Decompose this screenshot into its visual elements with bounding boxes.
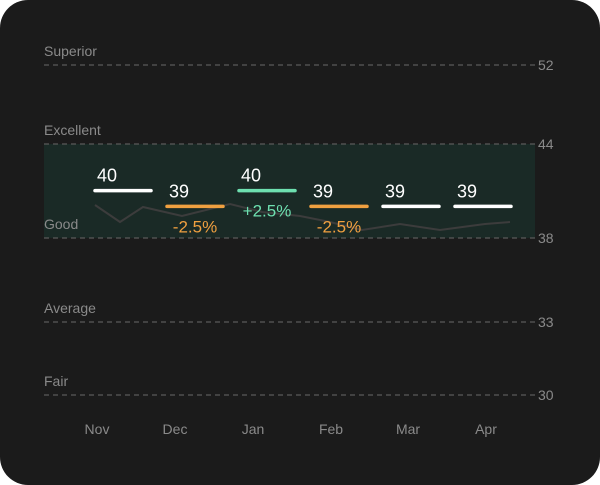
band-label-superior: Superior xyxy=(44,43,97,59)
band-value-good: 38 xyxy=(538,230,554,246)
value-label-dec: 39 xyxy=(169,181,189,201)
band-value-superior: 52 xyxy=(538,57,554,73)
band-label-good: Good xyxy=(44,216,78,232)
band-value-fair: 30 xyxy=(538,387,554,403)
change-label-feb: -2.5% xyxy=(317,217,361,236)
value-label-jan: 40 xyxy=(241,166,261,186)
value-label-feb: 39 xyxy=(313,181,333,201)
change-label-dec: -2.5% xyxy=(173,217,217,236)
x-tick-nov: Nov xyxy=(85,421,110,437)
x-tick-dec: Dec xyxy=(163,421,188,437)
value-label-mar: 39 xyxy=(385,181,405,201)
trend-line xyxy=(94,202,511,232)
band-label-average: Average xyxy=(44,300,96,316)
value-label-nov: 40 xyxy=(97,166,117,186)
x-tick-apr: Apr xyxy=(475,421,497,437)
value-label-apr: 39 xyxy=(457,181,477,201)
band-value-average: 33 xyxy=(538,314,554,330)
band-label-excellent: Excellent xyxy=(44,122,101,138)
band-label-fair: Fair xyxy=(44,373,68,389)
change-label-jan: +2.5% xyxy=(243,202,292,221)
x-tick-mar: Mar xyxy=(396,421,420,437)
x-tick-jan: Jan xyxy=(242,421,265,437)
band-value-excellent: 44 xyxy=(538,136,554,152)
x-tick-feb: Feb xyxy=(319,421,343,437)
